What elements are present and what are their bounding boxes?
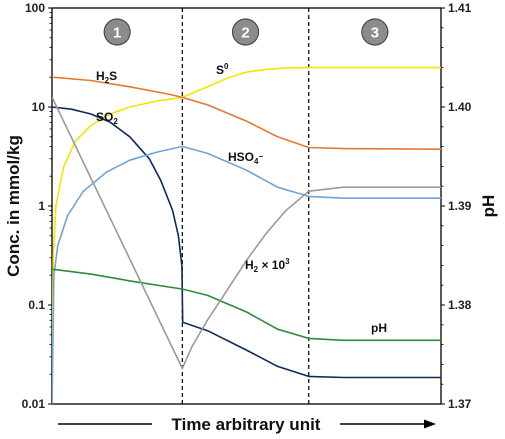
- left-tick-label: 0.01: [22, 397, 46, 411]
- y-axis-title: Conc. in mmol/kg: [4, 135, 23, 277]
- left-tick-label: 0.1: [28, 298, 45, 312]
- left-axis: 0.01 0.1 1 10 100: [22, 1, 52, 411]
- series-line-2: [52, 106, 441, 379]
- stage-markers: 1 2 3: [103, 18, 389, 46]
- series-lines: [52, 66, 441, 404]
- right-axis: 1.37 1.38 1.39 1.40 1.41: [441, 1, 472, 411]
- series-label-0: S0: [216, 62, 229, 77]
- y2-axis-title: pH: [479, 195, 498, 218]
- stage-marker-2: [231, 18, 260, 46]
- series-line-0: [52, 66, 441, 404]
- series-label-1: H2S: [96, 69, 117, 85]
- plot-area: [51, 7, 442, 405]
- stage-label-2: 2: [241, 25, 249, 42]
- series-label-3: HSO4−: [228, 150, 263, 166]
- stage-marker-1: [103, 18, 131, 46]
- stage-label-1: 1: [113, 25, 121, 42]
- stage-label-3: 3: [371, 25, 379, 42]
- series-annotations: S0 H2S SO2 HSO4− H2 × 103 pH: [96, 62, 387, 335]
- x-axis-arrow-head: [424, 419, 436, 429]
- left-tick-label: 10: [32, 100, 46, 114]
- series-label-5: pH: [371, 321, 387, 335]
- series-label-4: H2 × 103: [245, 257, 290, 274]
- stage-marker-3: [361, 18, 389, 46]
- right-tick-label: 1.39: [448, 199, 472, 213]
- series-label-2: SO2: [96, 110, 118, 126]
- series-line-5: [52, 96, 441, 370]
- right-tick-label: 1.41: [448, 1, 472, 15]
- left-tick-label: 100: [25, 1, 45, 15]
- series-line-3: [52, 145, 441, 404]
- right-tick-label: 1.38: [448, 298, 472, 312]
- right-tick-label: 1.37: [448, 397, 472, 411]
- right-tick-label: 1.40: [448, 100, 472, 114]
- left-tick-label: 1: [38, 199, 45, 213]
- series-line-1: [52, 76, 441, 150]
- x-axis-title: Time arbitrary unit: [172, 415, 321, 434]
- series-line-4: [52, 268, 441, 342]
